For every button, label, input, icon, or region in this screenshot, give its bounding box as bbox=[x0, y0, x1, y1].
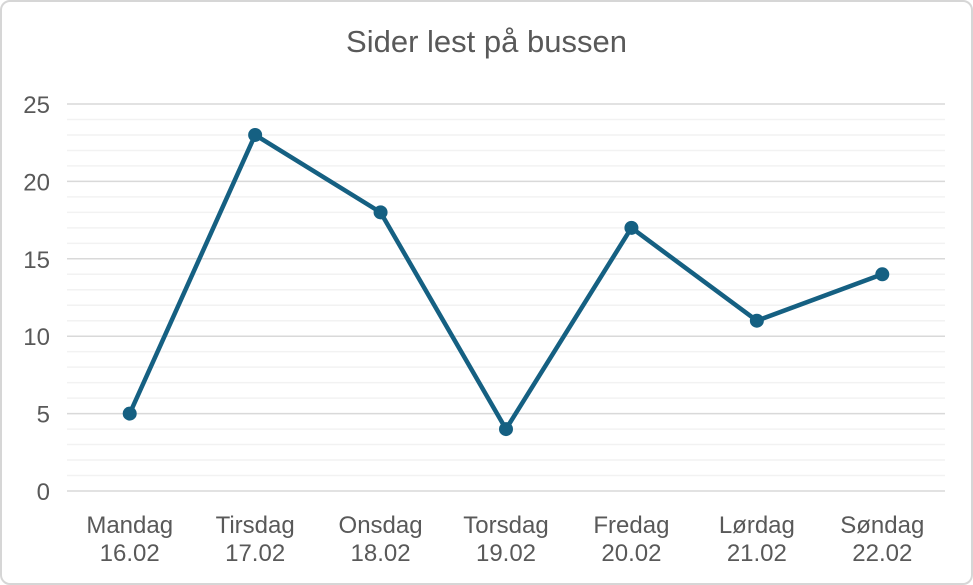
y-axis-tick-label: 20 bbox=[23, 169, 50, 196]
x-axis-date-label: 18.02 bbox=[351, 540, 411, 567]
y-axis-tick-label: 15 bbox=[23, 247, 50, 274]
y-axis-tick-label: 25 bbox=[23, 92, 50, 119]
chart-title: Sider lest på bussen bbox=[346, 24, 627, 59]
x-axis-date-label: 20.02 bbox=[601, 540, 661, 567]
x-axis-day-label: Torsdag bbox=[463, 512, 548, 539]
data-point bbox=[373, 205, 388, 220]
data-line bbox=[127, 132, 885, 432]
data-point bbox=[875, 267, 890, 282]
y-axis-tick-label: 5 bbox=[37, 402, 50, 429]
data-point bbox=[499, 422, 513, 437]
x-axis-date-label: 16.02 bbox=[100, 540, 160, 567]
data-point bbox=[122, 406, 137, 421]
x-axis-date-label: 21.02 bbox=[727, 540, 787, 567]
x-axis-day-label: Fredag bbox=[593, 512, 669, 539]
x-axis-day-label: Onsdag bbox=[339, 512, 423, 539]
y-axis-tick-label: 0 bbox=[37, 479, 50, 506]
x-axis-day-label: Lørdag bbox=[719, 512, 795, 539]
data-point bbox=[248, 127, 263, 142]
x-axis-date-label: 17.02 bbox=[225, 540, 285, 567]
data-point bbox=[624, 220, 639, 235]
x-axis-day-label: Mandag bbox=[86, 512, 173, 539]
y-axis-tick-label: 10 bbox=[23, 324, 50, 351]
data-point bbox=[749, 313, 764, 328]
x-axis-date-label: 19.02 bbox=[476, 540, 536, 567]
x-axis-date-label: 22.02 bbox=[852, 540, 912, 567]
x-axis-day-label: Søndag bbox=[840, 512, 924, 539]
x-axis-day-label: Tirsdag bbox=[216, 512, 295, 539]
